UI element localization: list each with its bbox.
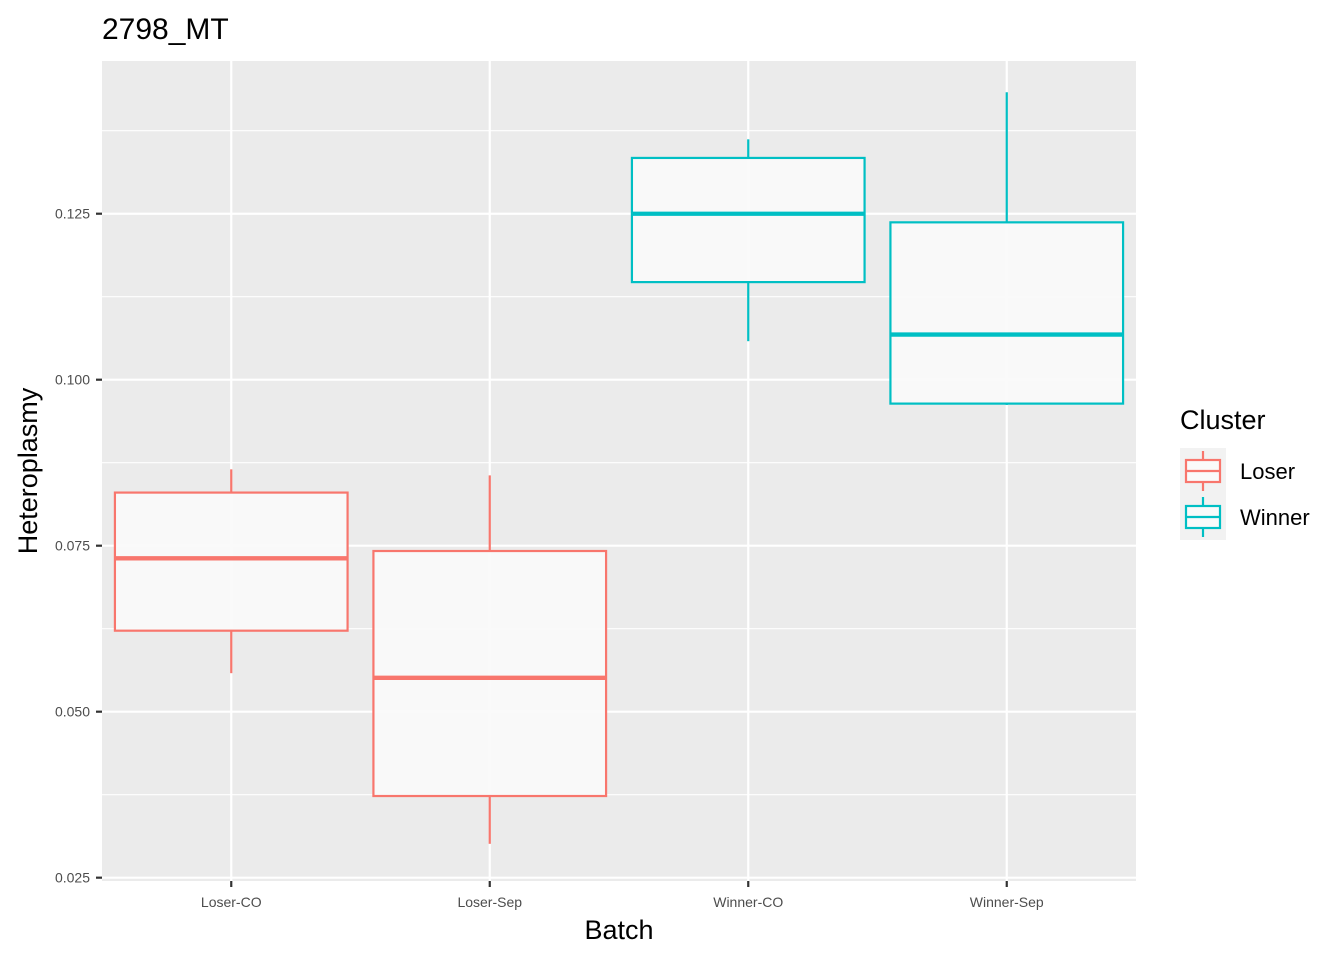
legend: Cluster Loser Winner bbox=[1180, 405, 1310, 540]
legend-label: Winner bbox=[1240, 505, 1310, 530]
x-axis-label: Batch bbox=[584, 915, 653, 945]
y-axis-label: Heteroplasmy bbox=[13, 387, 43, 554]
legend-label: Loser bbox=[1240, 459, 1295, 484]
y-axis: 0.025 0.050 0.075 0.100 0.125 bbox=[55, 206, 102, 886]
legend-title: Cluster bbox=[1180, 405, 1266, 435]
plot-panel bbox=[102, 61, 1136, 881]
y-tick-label: 0.050 bbox=[55, 704, 90, 720]
y-tick-label: 0.025 bbox=[55, 870, 90, 886]
boxes bbox=[113, 92, 1125, 844]
x-axis: Loser-CO Loser-Sep Winner-CO Winner-Sep bbox=[201, 881, 1044, 910]
legend-item-winner: Winner bbox=[1180, 494, 1310, 540]
box-iqr bbox=[113, 491, 349, 632]
x-tick-label: Loser-Sep bbox=[457, 894, 522, 910]
legend-item-loser: Loser bbox=[1180, 448, 1295, 494]
box-iqr bbox=[372, 549, 608, 798]
x-tick-label: Winner-CO bbox=[713, 894, 783, 910]
major-gridlines bbox=[102, 61, 1136, 881]
chart-title: 2798_MT bbox=[102, 13, 229, 46]
box-winner-sep bbox=[889, 92, 1125, 405]
box-loser-co bbox=[113, 469, 349, 674]
x-tick-label: Loser-CO bbox=[201, 894, 262, 910]
y-tick-label: 0.075 bbox=[55, 538, 90, 554]
box-iqr bbox=[889, 221, 1125, 405]
box-iqr bbox=[630, 156, 866, 284]
box-winner-co bbox=[630, 139, 866, 342]
y-tick-label: 0.100 bbox=[55, 372, 90, 388]
box-loser-sep bbox=[372, 475, 608, 844]
y-tick-label: 0.125 bbox=[55, 206, 90, 222]
x-tick-label: Winner-Sep bbox=[970, 894, 1044, 910]
